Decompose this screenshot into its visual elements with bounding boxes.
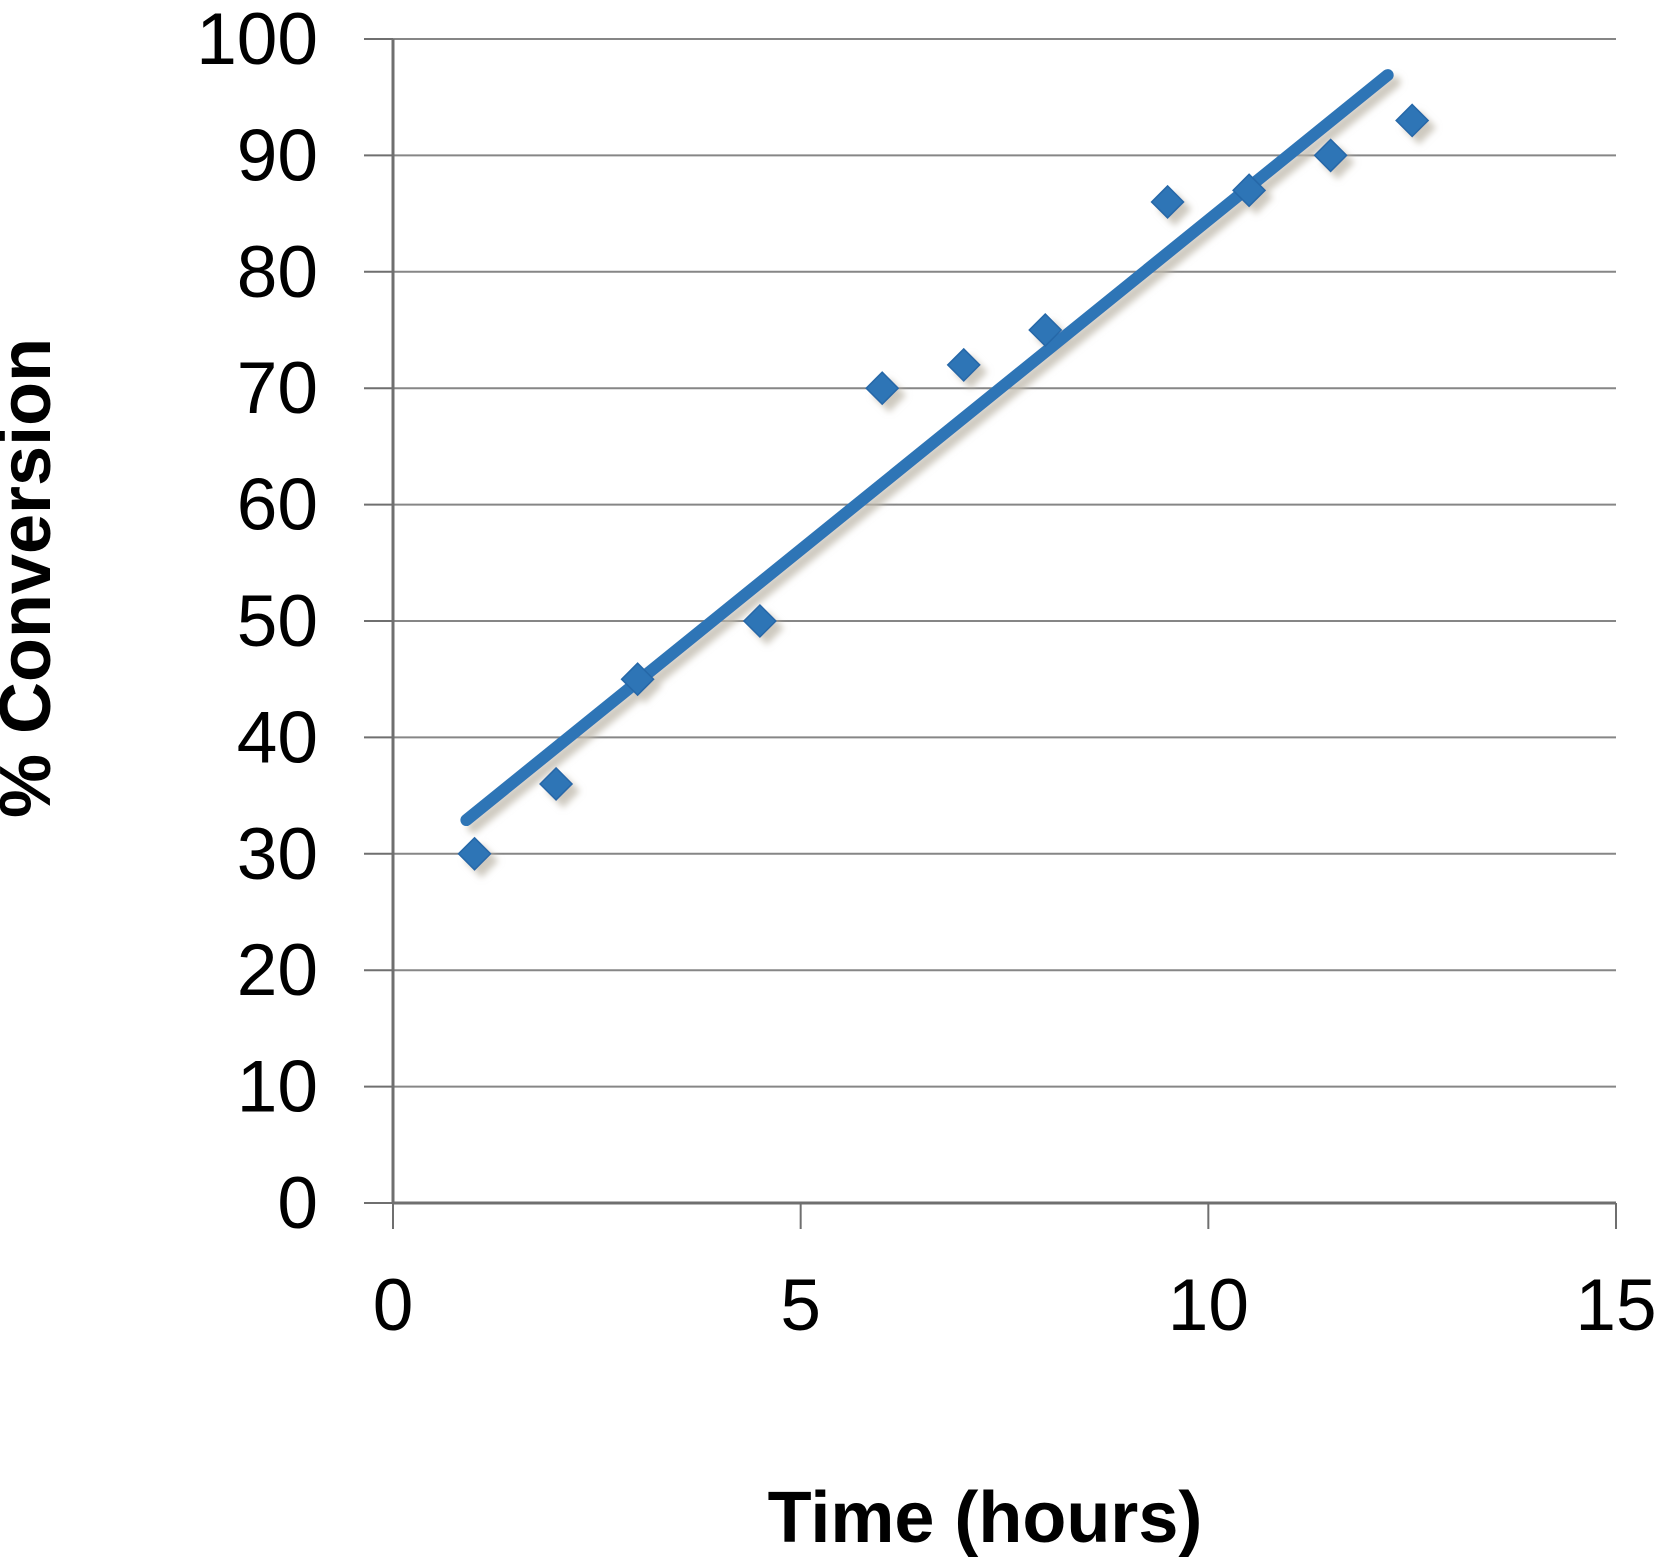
x-tick-label: 15 xyxy=(1575,1265,1656,1346)
x-tick-label: 0 xyxy=(373,1265,414,1346)
data-point xyxy=(946,347,981,382)
data-point xyxy=(1028,312,1063,348)
y-tick-label: 100 xyxy=(196,0,318,80)
data-point xyxy=(742,603,777,639)
data-point xyxy=(457,836,492,871)
x-tick-label: 5 xyxy=(780,1265,821,1346)
data-point xyxy=(539,766,574,802)
y-tick-label: 70 xyxy=(237,348,318,429)
data-point xyxy=(1313,138,1348,173)
data-point xyxy=(865,371,900,406)
x-tick-labels-group: 0 5 10 15 xyxy=(373,1265,1657,1346)
y-tick-label: 30 xyxy=(237,814,318,895)
trendline xyxy=(460,69,1394,827)
data-point xyxy=(620,662,655,697)
y-tick-label: 60 xyxy=(237,465,318,546)
trendline-group xyxy=(460,69,1394,827)
y-tick-label: 20 xyxy=(237,930,318,1011)
y-tick-label: 10 xyxy=(237,1047,318,1128)
data-point xyxy=(1395,103,1430,138)
y-tick-labels-group: 0 10 20 30 40 50 60 70 80 90 100 xyxy=(196,0,318,1244)
data-point xyxy=(1232,173,1267,208)
tick-marks-group xyxy=(364,38,1617,1229)
y-tick-label: 80 xyxy=(237,232,318,313)
data-point xyxy=(1150,184,1185,220)
y-axis-title: % Conversion xyxy=(0,338,66,818)
x-tick-label: 10 xyxy=(1168,1265,1249,1346)
x-axis-title: Time (hours) xyxy=(768,1478,1203,1558)
data-series-group xyxy=(457,69,1430,871)
y-tick-label: 90 xyxy=(237,115,318,196)
gridlines-group xyxy=(393,38,1616,1088)
data-points-group xyxy=(457,103,1430,871)
y-tick-label: 40 xyxy=(237,697,318,778)
y-tick-label: 50 xyxy=(237,581,318,662)
y-tick-label: 0 xyxy=(277,1163,318,1244)
